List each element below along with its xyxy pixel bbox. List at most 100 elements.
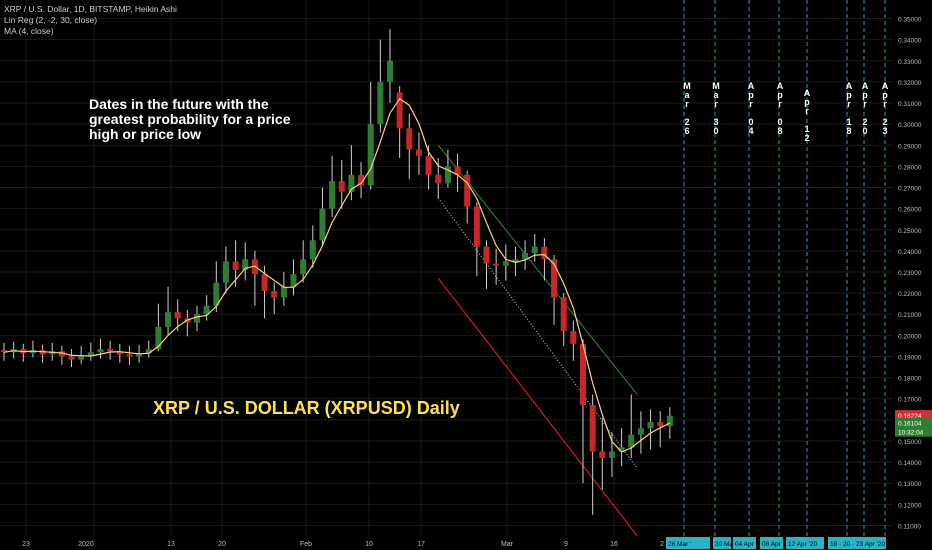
- date-tag-text: 08 Apr ': [762, 541, 784, 548]
- candle-body: [107, 349, 114, 352]
- date-char: 2: [882, 117, 887, 127]
- candle-body: [136, 353, 143, 357]
- date-char: r: [883, 99, 887, 109]
- symbol-line: XRP / U.S. Dollar, 1D, BITSTAMP, Heikin …: [4, 4, 177, 14]
- candle-body: [348, 174, 355, 192]
- price-tick-label: 0.21000: [898, 312, 922, 319]
- date-char: 4: [748, 126, 753, 136]
- date-tag-text: 12 Apr '20: [788, 541, 817, 548]
- price-tick-label: 0.35000: [898, 17, 922, 24]
- time-tick-label: Feb: [300, 541, 312, 548]
- price-tick-label: 0.33000: [898, 59, 922, 66]
- candle-body: [570, 331, 577, 344]
- candle-body: [68, 356, 75, 360]
- time-tick-label: 10: [365, 541, 373, 548]
- projection-date-label: Apr 08: [777, 81, 784, 136]
- chart-legend[interactable]: XRP / U.S. Dollar, 1D, BITSTAMP, Heikin …: [4, 4, 177, 37]
- time-tick-label: 16: [610, 541, 618, 548]
- date-char: 1: [846, 117, 851, 127]
- linreg-indicator[interactable]: Lin Reg (2, -2, 30, close): [4, 15, 98, 25]
- price-tag: [895, 426, 932, 437]
- candle-body: [454, 166, 461, 175]
- date-tag: [786, 537, 824, 549]
- candle-body: [637, 428, 644, 435]
- candle-body: [618, 447, 625, 452]
- date-char: 2: [684, 117, 689, 127]
- date-char: 0: [862, 126, 867, 136]
- projection-date-label: Apr 23: [882, 81, 889, 136]
- projection-date-label: Mar 26: [683, 81, 691, 136]
- price-tick-label: 0.17000: [898, 397, 922, 404]
- date-tag: [666, 537, 710, 549]
- candle-body: [242, 259, 249, 270]
- date-tag-text: 30 Mar '20: [715, 541, 746, 548]
- price-tick-label: 0.20000: [898, 333, 922, 340]
- price-tick-label: 0.23000: [898, 270, 922, 277]
- date-char: A: [804, 88, 811, 98]
- candle-body: [444, 166, 451, 184]
- date-tag-text: 26 Mar ': [668, 541, 691, 548]
- candle-body: [435, 174, 442, 184]
- candle-body: [165, 312, 172, 327]
- date-char: A: [777, 81, 784, 91]
- candle-body: [232, 261, 239, 270]
- projection-date-label: Apr 18: [846, 81, 853, 136]
- price-tag-text: 0.16224: [898, 413, 922, 420]
- candle-body: [329, 181, 336, 209]
- candle-body: [599, 451, 606, 458]
- date-char: r: [863, 99, 867, 109]
- date-char: 2: [862, 117, 867, 127]
- price-tick-label: 0.11000: [898, 523, 921, 530]
- time-tick-label: Mar: [501, 541, 514, 548]
- candle-body: [522, 252, 529, 260]
- annotation-note: Dates in the future with the greatest pr…: [89, 96, 291, 142]
- candle-body: [377, 81, 384, 125]
- candle-body: [116, 351, 123, 355]
- time-axis[interactable]: 23 2020 13 20 Feb 10 17 Mar 9 16 2: [0, 536, 893, 550]
- grid: [0, 0, 893, 536]
- candle-body: [580, 343, 586, 406]
- price-tick-label: 0.29000: [898, 143, 922, 150]
- date-char: p: [748, 90, 754, 100]
- date-tag: [828, 537, 886, 549]
- time-tick-label: 9: [564, 541, 568, 548]
- candle-body: [126, 354, 133, 357]
- price-tick-label: 0.15000: [898, 439, 922, 446]
- price-tag-text: 0.16104: [898, 421, 922, 428]
- moving-average-line: [3, 97, 671, 453]
- mid-channel-line: [437, 197, 638, 469]
- candle-body: [358, 174, 365, 186]
- candle-body: [213, 282, 220, 306]
- projection-date-label: Apr 20: [862, 81, 869, 136]
- price-tick-label: 0.12000: [898, 502, 922, 509]
- candle-body: [1, 350, 7, 353]
- candle-body: [87, 352, 94, 356]
- date-char: 8: [846, 126, 851, 136]
- date-tag: [713, 537, 731, 549]
- upper-channel-line: [437, 144, 638, 395]
- candle-body: [261, 274, 268, 292]
- price-tick-label: 0.22000: [898, 291, 922, 298]
- price-axis[interactable]: 0.35000 0.34000 0.33000 0.32000 0.31000 0.300…: [893, 0, 932, 550]
- candle-body: [319, 208, 326, 241]
- date-char: p: [882, 90, 888, 100]
- candle-body: [367, 124, 374, 186]
- price-tick-label: 0.18000: [898, 376, 922, 383]
- price-tick-label: 0.32000: [898, 80, 922, 87]
- price-tick-label: 0.27000: [898, 186, 922, 193]
- date-char: r: [749, 99, 753, 109]
- candle-body: [425, 155, 432, 175]
- time-tick-label: 17: [417, 541, 425, 548]
- price-tick-label: 0.30000: [898, 122, 922, 129]
- date-char: p: [777, 90, 783, 100]
- price-tick-label: 0.34000: [898, 38, 922, 45]
- time-tick-label: 20: [218, 541, 226, 548]
- price-tick-label: 0.26000: [898, 207, 922, 214]
- candle-body: [493, 263, 500, 266]
- date-char: p: [862, 90, 868, 100]
- date-char: 2: [804, 133, 809, 143]
- ma-indicator[interactable]: MA (4, close): [4, 26, 54, 36]
- candle-body: [589, 405, 596, 452]
